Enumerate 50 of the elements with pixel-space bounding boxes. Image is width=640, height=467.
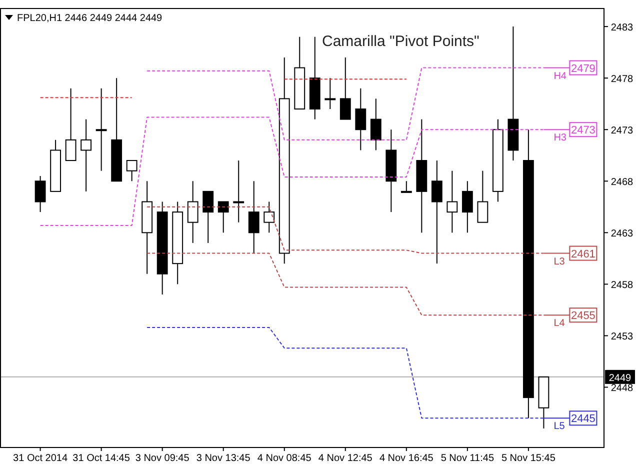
data-label: 2473 (570, 124, 596, 137)
y-tick-label: 2478 (610, 74, 634, 86)
x-tick-label: 5 Nov 15:45 (501, 453, 556, 464)
x-tick-label: 5 Nov 11:45 (440, 453, 494, 464)
y-tick-label: 2473 (610, 126, 634, 137)
candlestick (355, 88, 366, 151)
candlestick (446, 170, 458, 234)
candlestick (218, 201, 229, 234)
candlestick (248, 180, 260, 254)
text: Camarilla "Pivot Points" (322, 33, 480, 50)
candlestick (400, 180, 412, 193)
candlestick (96, 88, 107, 172)
y-tick-label: 2453 (610, 332, 634, 343)
candlestick (370, 98, 382, 151)
data-label: 2445 (570, 413, 596, 426)
candlestick (34, 175, 46, 213)
x-tick-label: 3 Nov 09:45 (135, 453, 190, 464)
x-tick-label: 4 Nov 16:45 (379, 453, 434, 464)
candlestick (187, 180, 198, 244)
series-label: L5 (554, 421, 566, 432)
x-tick-label: 3 Nov 13:45 (196, 453, 251, 464)
y-tick-label: 2468 (610, 177, 634, 188)
x-tick-label: 31 Oct 14:45 (72, 453, 130, 464)
candlestick (340, 56, 351, 120)
data-label: 2455 (570, 310, 596, 322)
ref-line-label: 2449 (608, 372, 632, 384)
text: FPL20,H1 2446 2449 2444 2449 (17, 13, 163, 24)
candlestick (431, 160, 442, 264)
candlestick (324, 78, 336, 110)
candlestick (65, 88, 76, 162)
series-label: L3 (554, 256, 566, 268)
candlestick (202, 190, 214, 244)
candlestick (264, 201, 275, 234)
candlestick (126, 160, 138, 182)
candlestick (462, 180, 473, 234)
x-tick-label: 31 Oct 2014 (13, 453, 68, 464)
y-tick-label: 2448 (610, 383, 634, 394)
y-tick-label: 2463 (610, 228, 634, 240)
candlestick (233, 160, 244, 223)
candlestick (477, 170, 488, 223)
y-tick-label: 2458 (610, 280, 634, 292)
data-label: 2479 (570, 62, 596, 75)
data-label: 2461 (570, 248, 596, 260)
x-tick-label: 4 Nov 08:45 (257, 453, 312, 464)
x-tick-label: 4 Nov 12:45 (318, 453, 373, 464)
y-tick-label: 2483 (610, 22, 634, 34)
series-label: H4 (554, 70, 567, 82)
candlestick (80, 118, 92, 192)
series-label: H3 (554, 132, 567, 144)
series-label: L4 (554, 318, 566, 330)
